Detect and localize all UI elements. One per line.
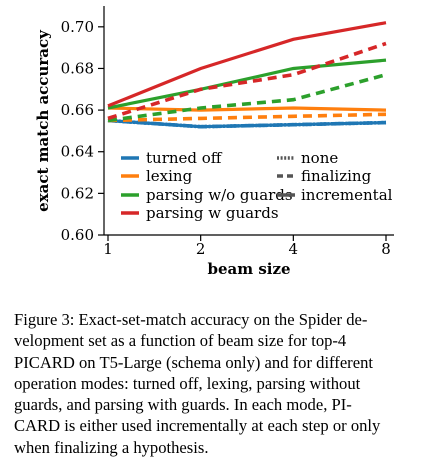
legend-mode-label: incremental [301,186,393,204]
y-tick-label: 0.62 [61,184,94,202]
y-axis-label: exact match accuracy [34,29,52,212]
y-tick-label: 0.64 [61,143,94,161]
caption-line: CARD is either used incrementally at eac… [14,416,381,436]
x-axis-label: beam size [207,260,290,278]
legend-mode-label: none [301,149,338,167]
caption-line: velopment set as a function of beam size… [14,331,347,351]
y-tick-label: 0.70 [61,18,94,36]
figure-caption: Figure 3: Exact-set-match accuracy on th… [14,309,418,458]
plot-area [107,21,387,129]
caption-line: PICARD on T5-Large (schema only) and for… [14,352,373,372]
legend-label: lexing [146,167,193,185]
y-tick-label: 0.60 [61,226,94,244]
caption-line: Figure 3: Exact-set-match accuracy on th… [14,310,368,329]
x-tick-label: 8 [381,240,391,258]
x-tick-label: 4 [289,240,299,258]
y-tick-label: 0.66 [61,101,94,119]
legend-label: turned off [146,149,223,167]
y-tick-label: 0.68 [61,59,94,77]
caption-line: guards, and parsing with guards. In each… [14,395,352,415]
series-line-parsing-w-o-guards-incremental [107,58,387,110]
x-ticks: 1 2 4 8 [103,235,391,258]
x-tick-label: 2 [196,240,206,258]
x-tick-label: 1 [103,240,113,258]
caption-line: operation modes: turned off, lexing, par… [14,373,361,393]
caption-line: when finalizing a hypothesis. [14,437,209,457]
series-line-lexing-finalizing [107,112,387,123]
legend-mode-label: finalizing [301,167,372,185]
series-line-parsing-w-guards-finalizing [107,41,387,121]
series-line-turned-off-incremental [107,118,387,129]
series-line-parsing-w-guards-incremental [107,21,387,108]
axes [103,6,394,236]
series-line-lexing-incremental [107,106,387,112]
legend-label: parsing w guards [146,204,279,222]
legend-label: parsing w/o guards [146,186,293,204]
series-line-parsing-w-o-guards-finalizing [107,72,387,123]
y-ticks: 0.60 0.62 0.64 0.66 0.68 0.70 [61,18,104,244]
